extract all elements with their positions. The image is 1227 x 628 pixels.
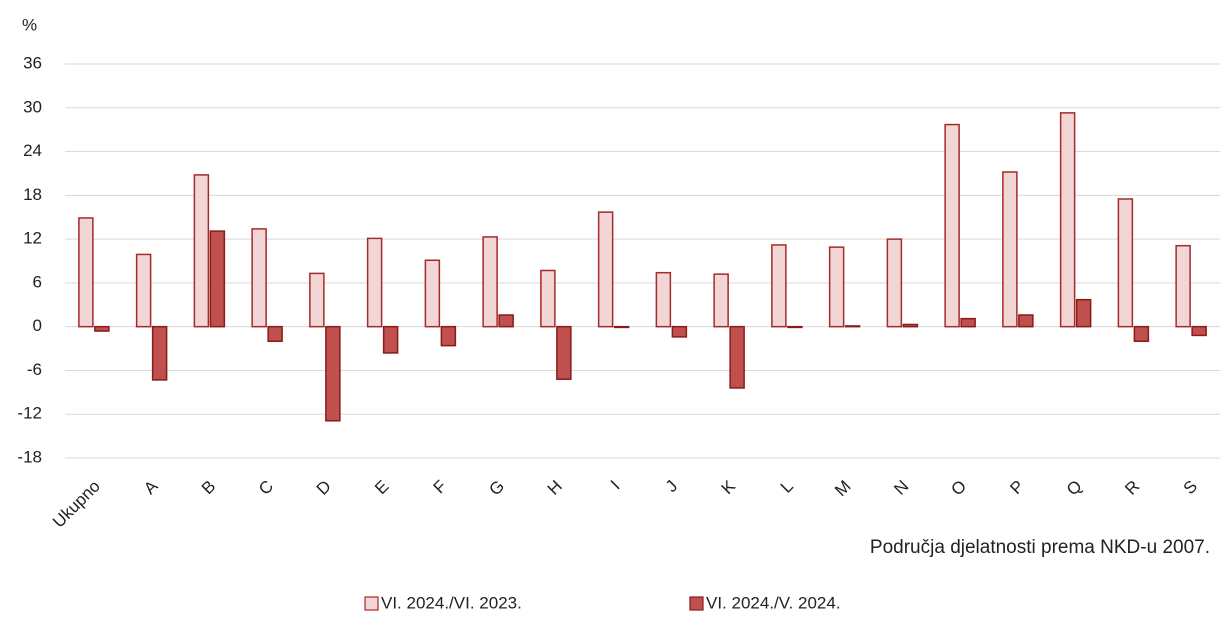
bar (193, 174, 210, 328)
bar (440, 325, 457, 347)
bar (267, 325, 283, 343)
bar (1191, 325, 1207, 337)
bar (1175, 244, 1191, 328)
x-tick-label: K (718, 476, 740, 498)
bar (655, 271, 672, 328)
x-tick-label: R (1121, 477, 1143, 499)
bar (787, 325, 803, 329)
bar (78, 217, 94, 328)
bar (382, 325, 399, 354)
bar (671, 325, 688, 338)
x-tick-label: C (255, 477, 277, 499)
bar (1002, 171, 1018, 328)
bar (482, 236, 498, 328)
x-tick-label: G (485, 477, 508, 500)
y-tick-label: 0 (33, 316, 42, 335)
bar (309, 272, 325, 328)
bar (713, 273, 729, 328)
y-tick-label: 24 (23, 141, 42, 160)
x-tick-label: J (662, 477, 681, 496)
bar (1117, 198, 1134, 328)
bar (960, 317, 976, 328)
bar (771, 244, 787, 328)
bar (902, 323, 919, 328)
x-tick-label: B (198, 477, 219, 498)
bar (729, 325, 745, 389)
bar (828, 246, 845, 328)
bar (94, 325, 110, 332)
bar (1059, 112, 1076, 328)
x-tick-label: E (371, 477, 392, 498)
y-axis-label: % (22, 15, 37, 34)
bar (498, 314, 514, 328)
legend-swatch (364, 596, 379, 611)
y-tick-label: -12 (17, 404, 42, 423)
bar (424, 259, 441, 328)
x-tick-label: Ukupno (49, 477, 104, 532)
legend-label: VI. 2024./VI. 2023. (381, 593, 522, 612)
bar (844, 325, 861, 328)
y-tick-label: -18 (17, 447, 42, 466)
bar (597, 211, 614, 328)
x-tick-label: A (140, 476, 162, 498)
legend-swatch (689, 596, 704, 611)
bar (556, 325, 572, 380)
y-tick-label: 18 (23, 185, 42, 204)
bar (1075, 298, 1092, 328)
bar (325, 325, 341, 422)
x-tick-label: L (777, 477, 797, 497)
x-axis-label: Područja djelatnosti prema NKD-u 2007. (870, 537, 1210, 558)
x-tick-label: F (430, 477, 451, 498)
y-tick-label: -6 (27, 360, 42, 379)
y-tick-label: 30 (23, 97, 42, 116)
bar (1133, 325, 1150, 343)
bar (886, 238, 903, 328)
x-tick-label: P (1006, 477, 1027, 498)
x-tick-label: N (890, 477, 912, 499)
bar (151, 325, 168, 381)
bar (251, 228, 267, 328)
bar (135, 253, 152, 328)
x-tick-label: O (947, 477, 970, 500)
bar (366, 237, 383, 328)
y-tick-label: 36 (23, 53, 42, 72)
x-tick-label: S (1180, 477, 1201, 498)
bar (540, 269, 556, 328)
bar (1018, 314, 1034, 328)
bar (209, 230, 226, 328)
y-tick-label: 12 (23, 229, 42, 248)
legend-label: VI. 2024./V. 2024. (706, 593, 841, 612)
x-tick-label: H (544, 477, 566, 499)
x-tick-label: Q (1063, 477, 1086, 500)
x-tick-label: D (313, 477, 335, 499)
bar (944, 123, 960, 328)
x-tick-label: I (607, 477, 624, 494)
x-tick-label: M (831, 477, 854, 500)
y-tick-label: 6 (33, 272, 42, 291)
bar (613, 325, 630, 329)
